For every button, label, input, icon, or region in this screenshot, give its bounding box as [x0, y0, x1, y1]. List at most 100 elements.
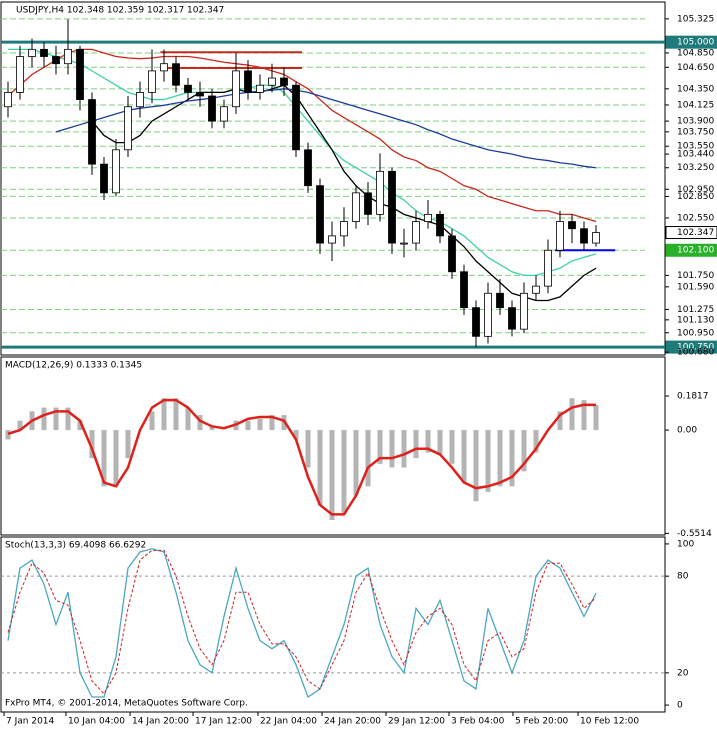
macd-bar [53, 407, 59, 431]
candle-body [196, 92, 204, 97]
candle-body [136, 92, 144, 108]
y-tick-label: 0 [677, 701, 683, 711]
y-tick-label: 101.130 [677, 315, 714, 325]
candle-body [364, 192, 372, 215]
x-tick-label: 17 Jan 12:00 [195, 717, 252, 727]
y-tick-label: 103.250 [677, 163, 714, 173]
macd-bar [353, 430, 359, 496]
y-tick-label: 100.950 [677, 328, 714, 338]
macd-bar [413, 430, 419, 459]
y-tick-label: 100.750 [677, 343, 714, 353]
candle-body [160, 63, 168, 72]
candle-body [88, 99, 96, 165]
chart-title: MACD(12,26,9) 0.1333 0.1345 [5, 361, 142, 371]
macd-bar [173, 398, 179, 431]
y-tick-box [665, 340, 717, 354]
candle-body [64, 48, 72, 65]
y-tick-label: 104.350 [677, 84, 714, 94]
macd-bar [365, 430, 371, 487]
y-tick-label: 102.550 [677, 213, 714, 223]
series-line [7, 398, 597, 516]
x-tick-label: 24 Jan 20:00 [324, 717, 381, 727]
macd-bar [401, 430, 407, 468]
candle-body [352, 192, 360, 222]
y-tick-label: 101.750 [677, 271, 714, 281]
candle-body [244, 70, 252, 93]
macd-bar [593, 405, 599, 431]
pane-frame [0, 536, 666, 713]
y-tick-label: 103.750 [677, 127, 714, 137]
macd-bar [17, 420, 23, 431]
pane-frame [0, 356, 666, 536]
y-tick-label: 80 [677, 572, 689, 582]
macd-bar [485, 430, 491, 492]
chart-title: Stoch(13,3,3) 69.4098 66.6292 [5, 541, 146, 551]
candle-body [304, 149, 312, 187]
macd-bar [209, 426, 215, 431]
candle-body [184, 84, 192, 93]
candle-body [592, 232, 600, 244]
y-tick-box [665, 226, 717, 240]
y-tick-label: 102.100 [677, 246, 714, 256]
macd-bar [65, 407, 71, 431]
candle-body [220, 106, 228, 122]
y-tick-label: 20 [677, 668, 689, 678]
candle-body [100, 163, 108, 194]
y-tick-label: 101.275 [677, 305, 714, 315]
macd-bar [377, 430, 383, 464]
y-tick-label: 102.950 [677, 185, 714, 195]
candle-body [568, 221, 576, 230]
macd-bar [437, 430, 443, 455]
candle-body [232, 70, 240, 108]
candle-body [112, 149, 120, 194]
candle-body [28, 48, 36, 57]
candle-body [52, 56, 60, 65]
candle-body [172, 63, 180, 86]
macd-bar [197, 415, 203, 431]
candle-body [460, 271, 468, 309]
candle-body [400, 242, 408, 245]
footer: FxPro MT4, © 2001-2014, MetaQuotes Softw… [5, 699, 248, 709]
x-tick-label: 14 Jan 20:00 [132, 717, 189, 727]
y-tick-label: 102.347 [677, 228, 714, 238]
macd-bar [269, 415, 275, 431]
candle-body [280, 77, 288, 86]
candle-body [292, 84, 300, 151]
macd-bar [101, 430, 107, 487]
macd-bar [533, 430, 539, 453]
candle-body [472, 307, 480, 337]
candle-body [76, 48, 84, 100]
macd-bar [341, 430, 347, 515]
candle-body [412, 221, 420, 244]
candle-body [556, 221, 564, 251]
candle-body [376, 170, 384, 215]
x-tick-label: 5 Feb 20:00 [515, 717, 569, 727]
macd-bar [425, 430, 431, 453]
macd-bar [581, 400, 587, 431]
candle-body [208, 95, 216, 122]
y-tick-label: 103.550 [677, 142, 714, 152]
candle-body [448, 235, 456, 273]
candle-body [424, 213, 432, 222]
macd-bar [293, 430, 299, 440]
chart-title: USDJPY,H4 102.348 102.359 102.317 102.34… [16, 6, 224, 16]
y-tick-label: 0.00 [677, 426, 697, 436]
candle-body [148, 70, 156, 93]
candle-body [124, 106, 132, 151]
series-line [91, 84, 597, 302]
macd-bar [461, 430, 467, 483]
macd-bar [257, 418, 263, 431]
candle-body [436, 213, 444, 237]
macd-bar [5, 430, 11, 440]
candle-body [580, 228, 588, 244]
y-tick-box [665, 243, 717, 257]
y-tick-label: 104.650 [677, 63, 714, 73]
candle-body [520, 292, 528, 330]
y-tick-label: 104.850 [677, 48, 714, 58]
candle-body [4, 92, 12, 108]
x-tick-label: 10 Feb 12:00 [580, 717, 639, 727]
candle-body [508, 307, 516, 330]
candle-body [16, 56, 24, 93]
